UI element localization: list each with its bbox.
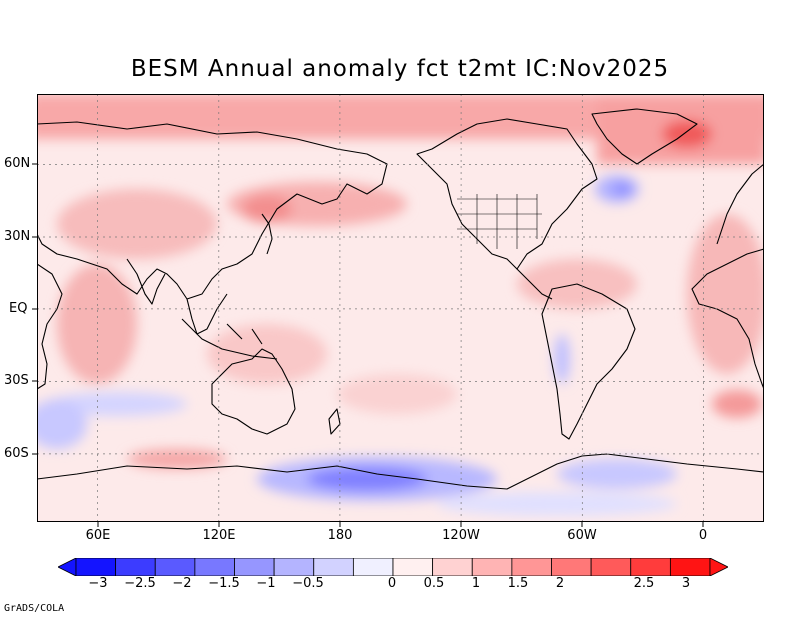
colorbar-swatch: [352, 558, 394, 576]
africa-west-outline: [691, 248, 764, 390]
colorbar-label: 0: [387, 576, 397, 591]
us-states-lines: [457, 194, 542, 249]
colorbar-swatch: [590, 558, 632, 576]
colorbar-label: 3: [681, 576, 691, 591]
colorbar-label: −3: [88, 576, 108, 591]
lat-lon-grid: [37, 94, 764, 522]
colorbar-swatch: [630, 558, 671, 576]
credit-text: GrADS/COLA: [4, 603, 65, 614]
colorbar-label: −2.5: [124, 576, 156, 591]
y-tick-label: 30S: [4, 373, 29, 388]
colorbar-swatch: [154, 558, 196, 576]
eurasia-outline: [37, 121, 388, 300]
africa-east-outline: [37, 263, 63, 390]
colorbar-label: 2.5: [633, 576, 655, 591]
x-tick-label: 0: [698, 528, 708, 543]
colorbar-swatch: [75, 558, 117, 576]
greenland-outline: [591, 108, 698, 165]
colorbar-arrow-low: [58, 558, 77, 576]
colorbar-label: −1.5: [208, 576, 240, 591]
anomaly-map: [37, 94, 764, 522]
x-tick-label: 60E: [85, 528, 111, 543]
cool-anomaly-fields: [37, 175, 677, 516]
x-tick-label: 180: [327, 528, 353, 543]
map-frame: [37, 94, 764, 522]
australia-outline: [211, 348, 296, 435]
colorbar-label: 0.5: [423, 576, 445, 591]
colorbar-label: 1.5: [507, 576, 529, 591]
y-tick-label: EQ: [9, 301, 28, 316]
colorbar-swatch: [432, 558, 473, 576]
colorbar: [58, 558, 728, 576]
y-tick-label: 30N: [4, 229, 31, 244]
colorbar-swatch: [234, 558, 275, 576]
colorbar-label: −2: [172, 576, 192, 591]
x-tick-label: 120W: [442, 528, 480, 543]
south-america-outline: [541, 283, 636, 440]
colorbar-swatch: [115, 558, 156, 576]
japan-outline: [261, 213, 273, 255]
india-outline: [126, 258, 166, 305]
colorbar-swatch: [511, 558, 552, 576]
central-america-outline: [516, 268, 553, 300]
colorbar-arrow-high: [709, 558, 728, 576]
colorbar-swatch: [551, 558, 592, 576]
antarctica-outline: [37, 453, 764, 490]
warm-anomaly-fields: [37, 94, 764, 469]
se-asia-outline: [186, 293, 228, 335]
colorbar-swatch: [313, 558, 354, 576]
colorbar-swatch: [273, 558, 315, 576]
north-america-outline: [416, 118, 598, 270]
colorbar-label: 1: [471, 576, 481, 591]
indonesia-outline: [181, 318, 278, 360]
y-tick-label: 60N: [4, 156, 31, 171]
y-tick-label: 60S: [4, 446, 29, 461]
colorbar-label: −1: [256, 576, 276, 591]
colorbar-swatch: [392, 558, 434, 576]
europe-outline: [716, 163, 764, 245]
colorbar-swatch: [471, 558, 513, 576]
colorbar-label: −0.5: [292, 576, 324, 591]
colorbar-swatch: [194, 558, 235, 576]
x-tick-label: 60W: [567, 528, 597, 543]
coastlines: [37, 108, 764, 490]
colorbar-swatch: [669, 558, 711, 576]
map-title: BESM Annual anomaly fct t2mt IC:Nov2025: [130, 56, 670, 82]
colorbar-label: 2: [555, 576, 565, 591]
x-tick-label: 120E: [202, 528, 236, 543]
